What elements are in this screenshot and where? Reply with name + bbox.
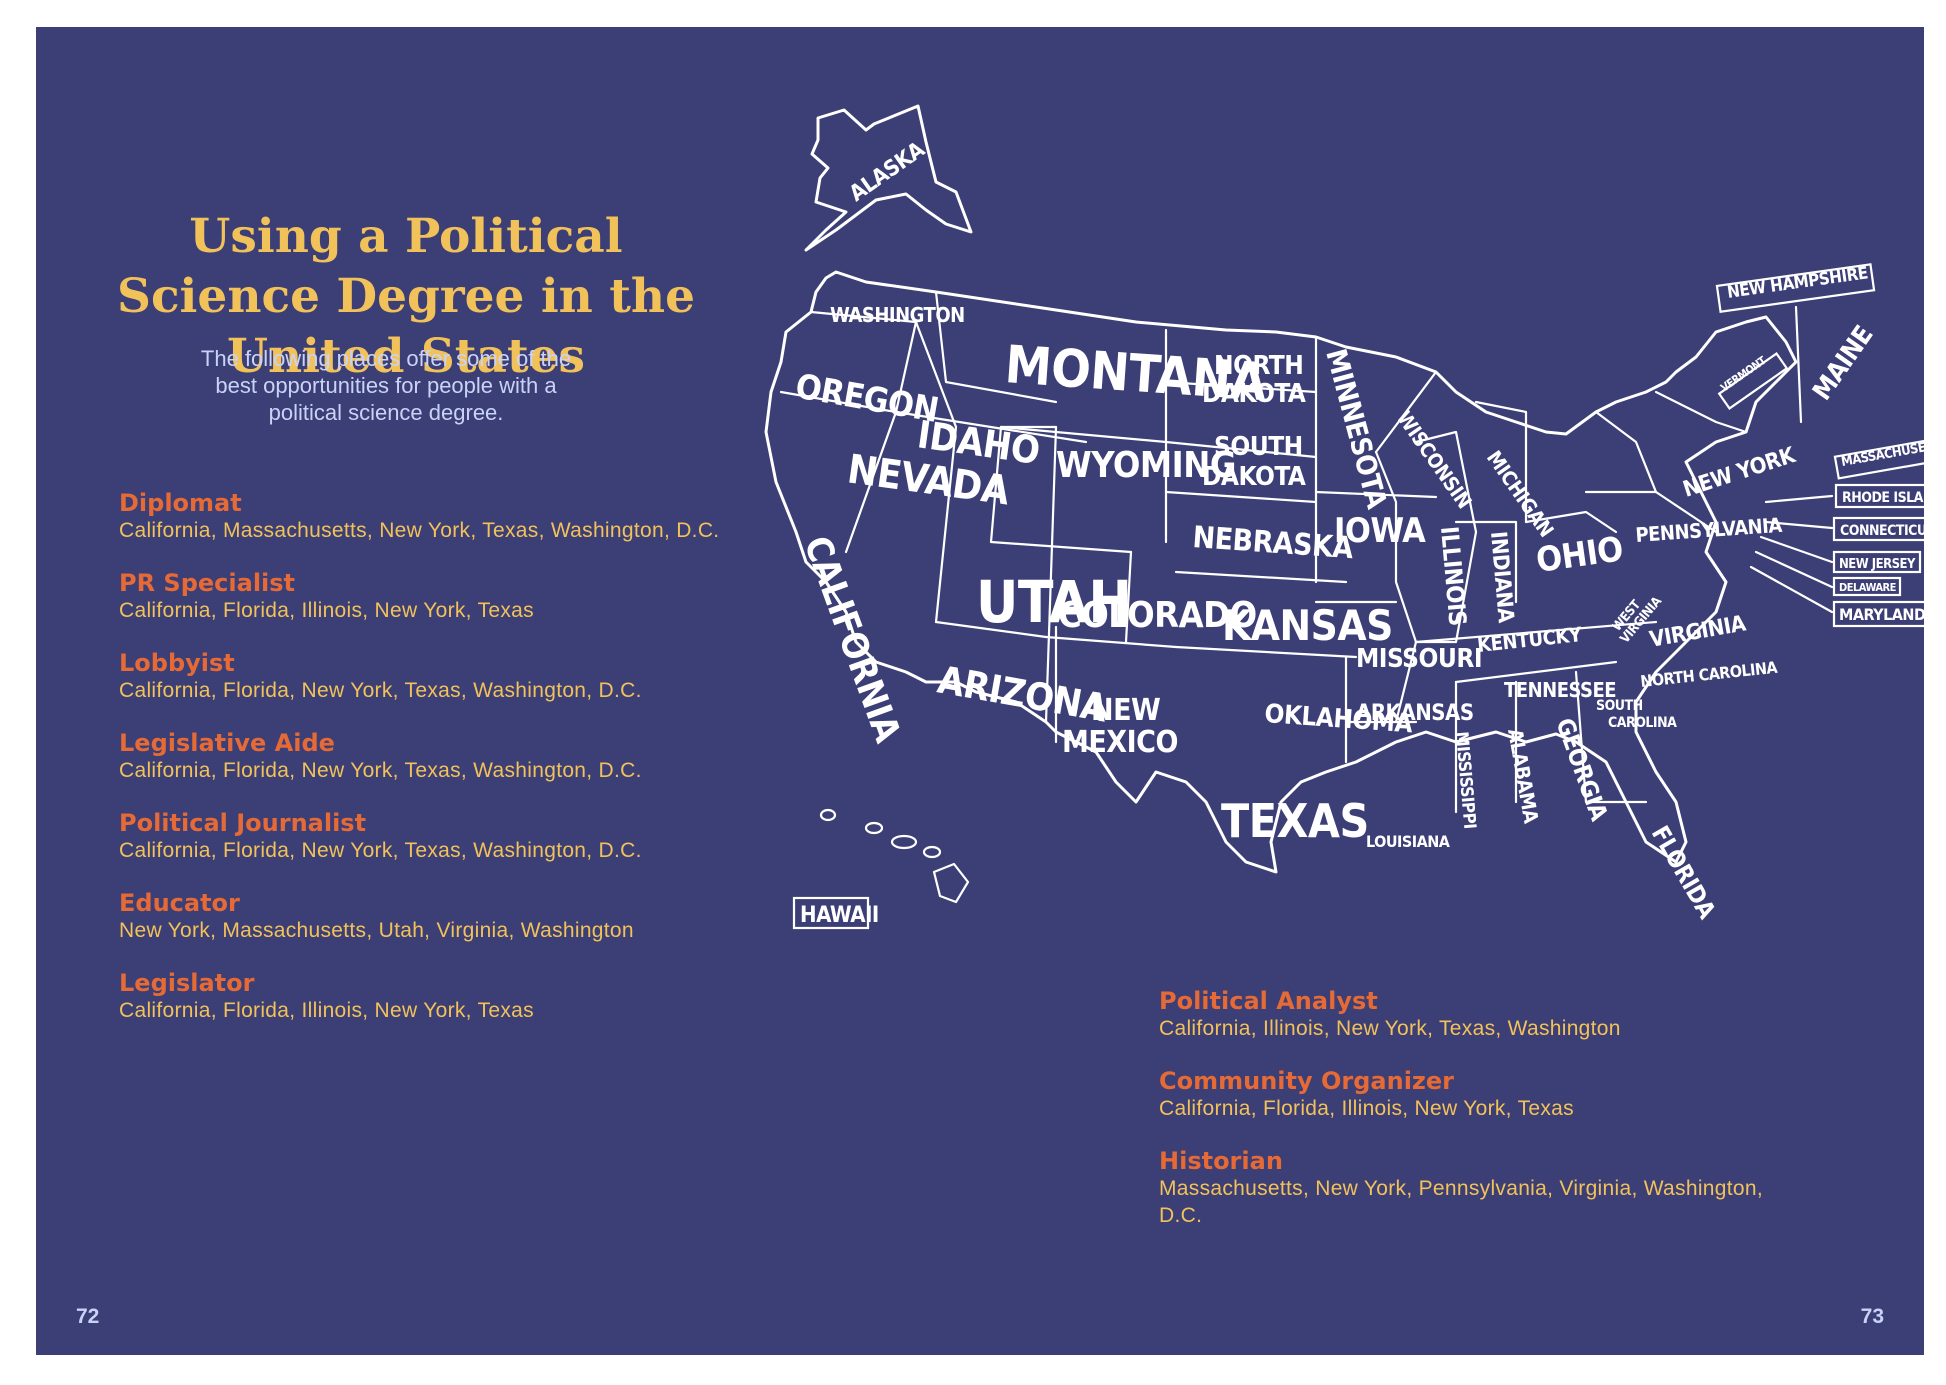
label-north-dakota-1: NORTH <box>1214 351 1303 381</box>
svg-text:HAWAII: HAWAII <box>800 903 879 928</box>
job-entry: Diplomat California, Massachusetts, New Y… <box>119 489 739 544</box>
label-rhode-island-box: RHODE ISLAND <box>1834 483 1946 509</box>
label-colorado: COLORADO <box>1058 595 1257 636</box>
label-alabama: ALABAMA <box>1503 727 1543 826</box>
job-title: Diplomat <box>119 489 242 517</box>
label-maine: MAINE <box>1807 321 1879 406</box>
page-subtitle: The following places offer some of the b… <box>200 346 572 425</box>
job-entry: Community Organizer California, Florida, … <box>1159 1067 1799 1122</box>
job-title: Legislative Aide <box>119 729 335 757</box>
label-minnesota: MINNESOTA <box>1319 345 1393 512</box>
label-wyoming: WYOMING <box>1056 445 1236 486</box>
label-south-carolina-1: SOUTH <box>1596 698 1643 714</box>
label-indiana: INDIANA <box>1485 530 1518 624</box>
job-locations: California, Florida, New York, Texas, Wa… <box>119 759 642 782</box>
label-maryland-box: MARYLAND <box>1832 600 1930 628</box>
label-hawaii-box: HAWAII <box>792 896 879 930</box>
job-locations: Massachusetts, New York, Pennsylvania, V… <box>1159 1177 1763 1227</box>
label-connecticut-box: CONNECTICUT <box>1832 516 1940 542</box>
pointer-arrows <box>1749 494 1834 614</box>
label-massachusetts-box: MASSACHUSETTS <box>1833 436 1946 480</box>
job-locations: California, Florida, New York, Texas, Wa… <box>119 839 642 862</box>
label-kentucky: KENTUCKY <box>1476 622 1584 657</box>
label-ohio: OHIO <box>1534 529 1626 581</box>
label-california: CALIFORNIA <box>796 531 908 748</box>
us-map: ALASKA WASHINGTON OREGON CALIFORNIA NEVA… <box>756 82 1946 982</box>
label-new-mexico-2: MEXICO <box>1062 725 1178 760</box>
job-entry: Legislator California, Florida, Illinois,… <box>119 969 739 1024</box>
label-iowa: IOWA <box>1334 511 1426 551</box>
label-mississippi: MISSISSIPPI <box>1451 731 1479 830</box>
job-list-right: Political Analyst California, Illinois, N… <box>1159 987 1799 1254</box>
label-michigan: MICHIGAN <box>1482 446 1559 541</box>
job-title: Lobbyist <box>119 649 235 677</box>
label-delaware-box: DELAWARE <box>1832 576 1902 597</box>
label-kansas: KANSAS <box>1222 601 1393 650</box>
job-title: Community Organizer <box>1159 1067 1454 1095</box>
hawaii-islands <box>819 808 970 904</box>
label-illinois: ILLINOIS <box>1435 525 1472 627</box>
label-south-carolina-2: CAROLINA <box>1608 715 1677 731</box>
label-arizona: ARIZONA <box>934 658 1111 731</box>
page-number-left: 72 <box>76 1305 100 1328</box>
label-pennsylvania: PENNSYLVANIA <box>1635 513 1783 547</box>
job-entry: PR Specialist California, Florida, Illino… <box>119 569 739 624</box>
job-locations: California, Florida, Illinois, New York,… <box>119 999 534 1022</box>
job-title: Legislator <box>119 969 255 997</box>
svg-text:NEW HAMPSHIRE: NEW HAMPSHIRE <box>1726 263 1869 303</box>
job-title: Political Analyst <box>1159 987 1378 1015</box>
job-title: Educator <box>119 889 240 917</box>
job-entry: Historian Massachusetts, New York, Pennsy… <box>1159 1147 1799 1229</box>
us-map-graphic: ALASKA WASHINGTON OREGON CALIFORNIA NEVA… <box>764 104 1946 930</box>
page-spread: Using a Political Science Degree in the … <box>36 27 1946 1355</box>
label-washington: WASHINGTON <box>830 303 965 327</box>
label-tennessee: TENNESSEE <box>1504 678 1616 702</box>
job-locations: New York, Massachusetts, Utah, Virginia,… <box>119 919 634 942</box>
label-new-york: NEW YORK <box>1680 443 1799 503</box>
label-new-mexico-1: NEW <box>1091 693 1160 728</box>
label-new-jersey-box: NEW JERSEY <box>1832 550 1922 574</box>
job-entry: Political Analyst California, Illinois, N… <box>1159 987 1799 1042</box>
label-texas: TEXAS <box>1221 794 1369 848</box>
job-entry: Political Journalist California, Florida,… <box>119 809 739 864</box>
job-locations: California, Florida, Illinois, New York,… <box>119 599 534 622</box>
job-title: Historian <box>1159 1147 1283 1175</box>
svg-text:NEW JERSEY: NEW JERSEY <box>1839 557 1916 572</box>
label-nebraska: NEBRASKA <box>1191 520 1354 566</box>
label-missouri: MISSOURI <box>1356 644 1482 674</box>
job-title: Political Journalist <box>119 809 367 837</box>
label-virginia: VIRGINIA <box>1648 611 1749 653</box>
job-locations: California, Illinois, New York, Texas, W… <box>1159 1017 1621 1040</box>
job-locations: California, Florida, Illinois, New York,… <box>1159 1097 1574 1120</box>
label-south-dakota-1: SOUTH <box>1214 432 1303 462</box>
job-locations: California, Massachusetts, New York, Tex… <box>119 519 720 542</box>
svg-text:MARYLAND: MARYLAND <box>1839 605 1926 624</box>
label-arkansas: ARKANSAS <box>1356 701 1474 726</box>
job-entry: Legislative Aide California, Florida, New… <box>119 729 739 784</box>
us-outline <box>764 270 1798 874</box>
state-borders <box>779 290 1748 814</box>
svg-text:RHODE ISLAND: RHODE ISLAND <box>1842 490 1943 506</box>
job-entry: Educator New York, Massachusetts, Utah, V… <box>119 889 739 944</box>
label-louisiana: LOUISIANA <box>1366 832 1451 851</box>
svg-text:DELAWARE: DELAWARE <box>1839 581 1897 594</box>
label-north-carolina: NORTH CAROLINA <box>1639 658 1779 691</box>
page-number-right: 73 <box>1860 1305 1884 1328</box>
label-georgia: GEORGIA <box>1550 714 1613 824</box>
job-list-left: Diplomat California, Massachusetts, New Y… <box>119 489 739 1049</box>
job-title: PR Specialist <box>119 569 296 597</box>
svg-text:MASSACHUSETTS: MASSACHUSETTS <box>1840 436 1946 470</box>
svg-text:CONNECTICUT: CONNECTICUT <box>1840 523 1936 539</box>
alaska-outline <box>804 104 973 252</box>
svg-text:VERMONT: VERMONT <box>1718 354 1769 395</box>
page-title: Using a Political Science Degree in the … <box>117 209 695 384</box>
label-utah: UTAH <box>976 568 1132 636</box>
job-locations: California, Florida, New York, Texas, Wa… <box>119 679 642 702</box>
label-south-dakota-2: DAKOTA <box>1202 462 1306 492</box>
job-entry: Lobbyist California, Florida, New York, T… <box>119 649 739 704</box>
label-north-dakota-2: DAKOTA <box>1202 379 1306 409</box>
